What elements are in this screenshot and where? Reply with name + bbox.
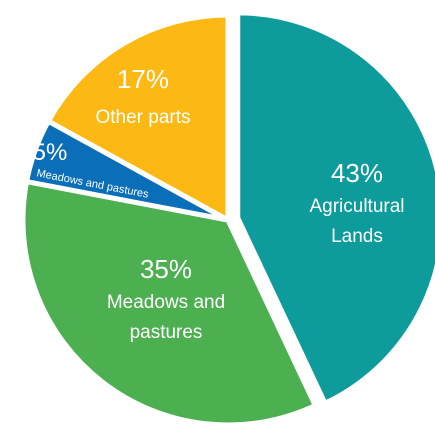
slice-name-label: Lands bbox=[331, 226, 383, 247]
slice-name-label: Meadows and bbox=[107, 292, 225, 313]
slice-name-label: Agricultural bbox=[309, 196, 404, 217]
pie-slices bbox=[20, 10, 435, 428]
pie-slice-1 bbox=[235, 10, 435, 406]
pie-slice-4 bbox=[45, 12, 231, 223]
slice-percent-label: 17% bbox=[117, 64, 169, 94]
slice-percent-label: 35% bbox=[140, 254, 192, 284]
pie-labels: 43% Agricultural Lands 35% Meadows and pastur… bbox=[33, 64, 405, 343]
slice-name-label: pastures bbox=[130, 322, 203, 343]
slice-name-label: Other parts bbox=[95, 107, 190, 128]
pie-slice-2 bbox=[20, 179, 318, 428]
slice-percent-label: 5% bbox=[33, 139, 68, 166]
slice-percent-label: 43% bbox=[331, 158, 383, 188]
